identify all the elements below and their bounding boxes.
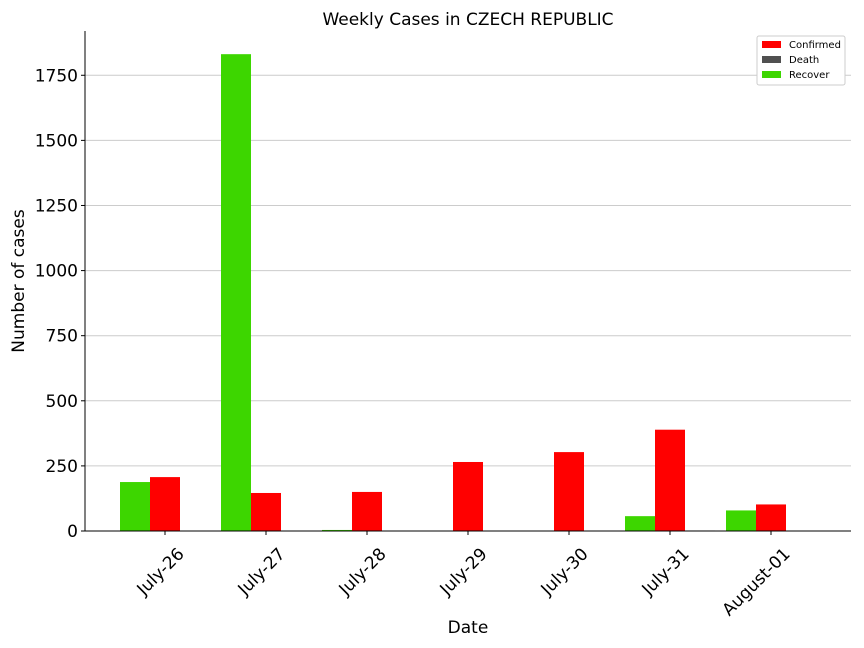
chart-title: Weekly Cases in CZECH REPUBLIC (322, 10, 613, 30)
bar-recover-july-31 (625, 516, 655, 531)
y-tick-label: 1250 (35, 196, 78, 216)
legend-swatch-confirmed (762, 41, 781, 48)
x-tick-label: July-31 (638, 544, 694, 600)
x-tick-label: July-28 (335, 544, 391, 600)
legend: Confirmed Death Recover (756, 35, 846, 86)
x-axis-title: Date (448, 618, 489, 638)
y-tick-label: 1500 (35, 131, 78, 151)
y-tick-label: 750 (46, 327, 78, 347)
x-tick-label: July-29 (436, 544, 492, 600)
y-tick-label: 1750 (35, 66, 78, 86)
bar-confirmed-july-27 (251, 492, 281, 531)
y-axis-title: Number of cases (9, 209, 29, 353)
bar-confirmed-july-26 (150, 477, 180, 531)
axes (84, 31, 851, 532)
y-tick-label: 500 (46, 392, 78, 412)
legend-label-death: Death (789, 55, 819, 66)
bar-confirmed-july-31 (655, 429, 685, 531)
x-ticks: July-26 July-27 July-28 July-29 July-30 July-… (133, 531, 795, 620)
bar-confirmed-july-30 (554, 452, 584, 531)
bar-recover-july-26 (120, 482, 150, 531)
y-tick-label: 250 (46, 457, 78, 477)
bar-recover-july-28 (322, 529, 352, 531)
y-tick-label: 1000 (35, 262, 78, 282)
y-ticks: 0 250 500 750 1000 1250 1500 1750 (35, 66, 85, 542)
legend-swatch-death (762, 56, 781, 63)
bar-recover-july-27 (221, 54, 251, 531)
gridlines (85, 74, 851, 467)
x-tick-label: July-30 (537, 544, 593, 600)
bar-confirmed-july-29 (453, 461, 483, 531)
x-tick-label: July-26 (133, 544, 189, 600)
bar-confirmed-august-01 (756, 504, 786, 531)
legend-label-confirmed: Confirmed (789, 40, 841, 51)
bar-recover-august-01 (726, 510, 756, 531)
bars (120, 54, 786, 531)
x-tick-label: August-01 (719, 544, 795, 620)
legend-swatch-recover (762, 71, 781, 78)
bar-confirmed-july-28 (352, 491, 382, 531)
legend-label-recover: Recover (789, 70, 830, 81)
y-tick-label: 0 (67, 522, 78, 542)
x-tick-label: July-27 (234, 544, 290, 600)
